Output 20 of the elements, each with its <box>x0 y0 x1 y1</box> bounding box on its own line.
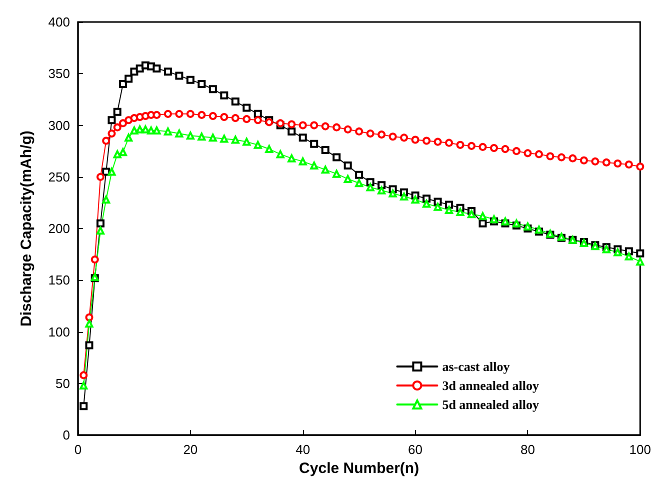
x-tick-label: 0 <box>74 442 82 458</box>
x-tick-label: 20 <box>183 442 198 458</box>
y-tick-label: 100 <box>48 324 70 340</box>
y-tick-label: 350 <box>48 66 70 82</box>
y-tick-label: 50 <box>56 376 70 391</box>
legend-label: 5d annealed alloy <box>442 397 540 412</box>
x-tick-label: 40 <box>296 442 310 458</box>
x-tick-label: 60 <box>408 442 423 458</box>
y-tick-label: 250 <box>48 169 70 184</box>
x-tick-label: 80 <box>520 442 535 458</box>
x-tick-label: 100 <box>629 442 652 458</box>
y-tick-label: 400 <box>48 14 70 30</box>
x-axis-title: Cycle Number(n) <box>299 460 420 477</box>
legend-label: 3d annealed alloy <box>442 378 540 393</box>
y-tick-label: 300 <box>48 118 70 133</box>
legend-label: as-cast alloy <box>442 359 510 374</box>
y-axis-title: Discharge Capacity(mAh/g) <box>18 130 35 326</box>
y-tick-label: 200 <box>48 221 70 236</box>
y-tick-label: 150 <box>48 272 70 288</box>
y-tick-label: 0 <box>62 428 70 443</box>
